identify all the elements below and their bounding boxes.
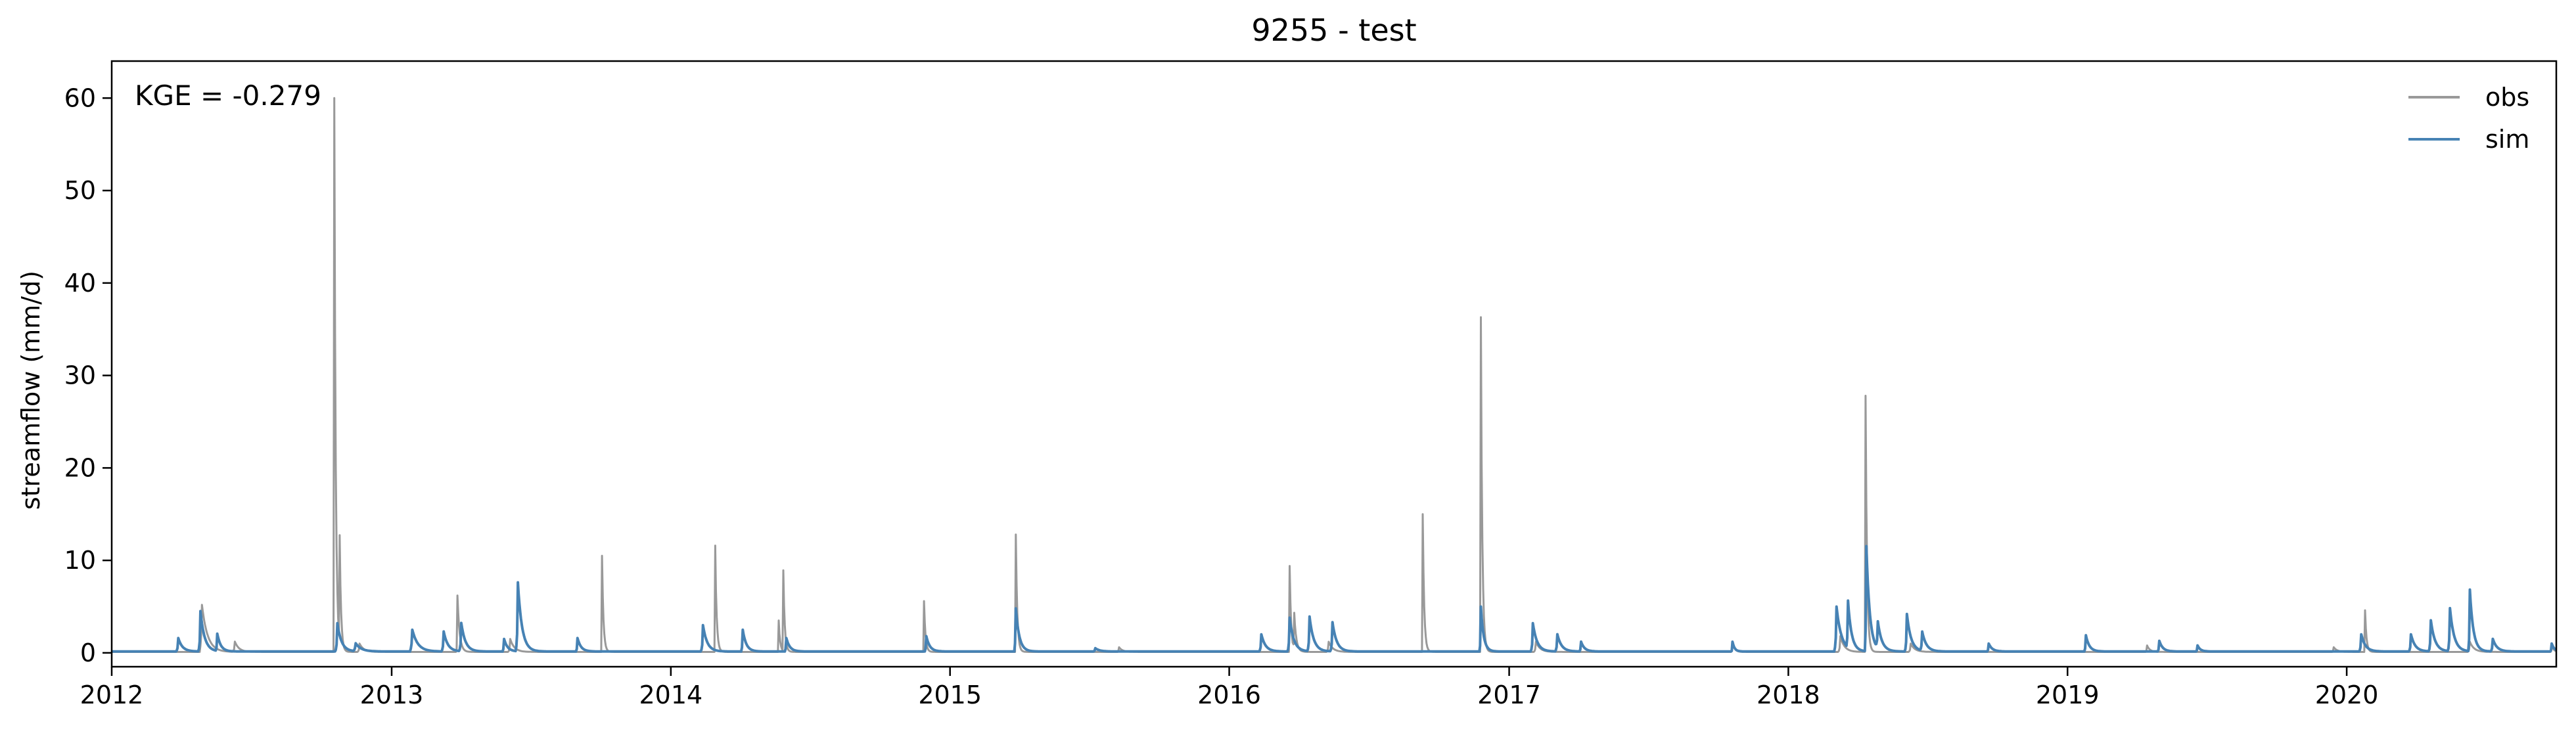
- series-line-obs: [111, 97, 2557, 653]
- x-tick-label: 2013: [360, 681, 424, 709]
- y-axis-label: streamflow (mm/d): [16, 271, 45, 510]
- y-tick-label: 0: [80, 638, 96, 667]
- y-tick-label: 60: [64, 83, 96, 112]
- series-layer: [111, 97, 2558, 653]
- x-tick-label: 2015: [918, 681, 982, 709]
- legend-sim-label: sim: [2485, 125, 2529, 154]
- x-tick-label: 2018: [1757, 681, 1820, 709]
- y-tick-label: 50: [64, 176, 96, 205]
- x-tick-label: 2016: [1197, 681, 1261, 709]
- kge-annotation: KGE = -0.279: [135, 79, 321, 112]
- y-tick-label: 40: [64, 269, 96, 298]
- plot-frame: [110, 60, 2558, 668]
- chart-title: 9255 - test: [1251, 12, 1416, 48]
- x-tick-label: 2020: [2315, 681, 2379, 709]
- x-tick-label: 2017: [1477, 681, 1541, 709]
- y-tick-label: 30: [64, 361, 96, 390]
- x-tick-label: 2019: [2036, 681, 2100, 709]
- x-tick-label: 2014: [639, 681, 702, 709]
- y-tick-label: 10: [64, 546, 96, 575]
- legend: obs sim: [2408, 83, 2529, 154]
- y-tick-label: 20: [64, 453, 96, 482]
- legend-obs-label: obs: [2485, 83, 2529, 112]
- series-line-sim: [111, 545, 2558, 653]
- x-tick-label: 2012: [80, 681, 144, 709]
- tick-layer: 0 10 20 30 40 50 60 2012 2013 2014 2015 2016 2017 201…: [64, 83, 2379, 709]
